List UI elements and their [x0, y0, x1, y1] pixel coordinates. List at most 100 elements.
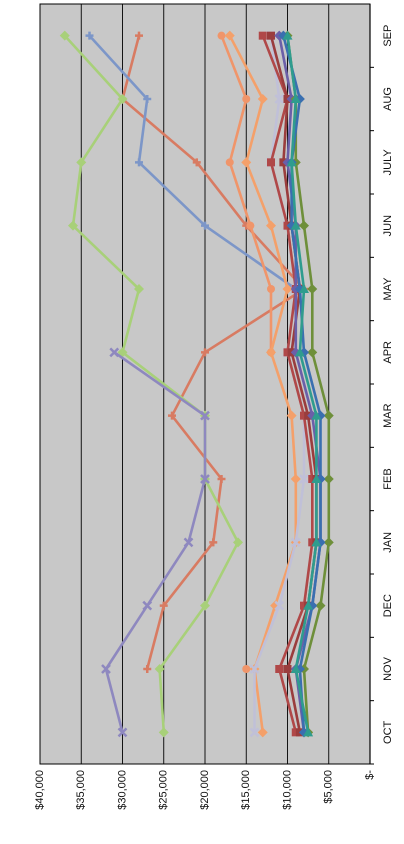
data-point — [266, 347, 276, 358]
series-layer — [59, 30, 334, 738]
data-point — [299, 474, 309, 484]
data-point — [242, 95, 251, 103]
data-point — [290, 220, 301, 230]
data-point — [308, 538, 317, 547]
data-point — [158, 727, 169, 738]
data-point — [290, 94, 301, 103]
data-point — [241, 157, 252, 168]
value-tick-label: $15,000 — [240, 770, 252, 810]
value-axis-tick-labels: $- $5,000 $10,000 $15,000 $20,000 $25,000 $30,… — [34, 770, 376, 810]
data-point — [308, 475, 317, 483]
series-line — [228, 34, 298, 734]
data-point — [258, 31, 267, 40]
data-point — [274, 600, 285, 611]
category-tick-label: SEP — [382, 25, 394, 47]
data-point — [283, 348, 292, 357]
data-point — [275, 665, 284, 673]
data-point — [200, 600, 210, 611]
data-point — [249, 727, 260, 738]
data-point — [267, 285, 275, 293]
data-point — [311, 537, 322, 547]
data-point — [282, 284, 293, 294]
data-point — [117, 727, 128, 738]
data-point — [134, 284, 144, 294]
series-line — [261, 34, 314, 734]
category-tick-label: JUN — [382, 215, 394, 236]
data-point — [249, 664, 260, 674]
data-point — [290, 474, 301, 484]
data-point — [267, 31, 275, 40]
data-point — [303, 600, 314, 610]
data-point — [76, 157, 87, 168]
data-point — [299, 220, 309, 231]
data-point — [307, 347, 318, 358]
data-point — [201, 221, 209, 230]
data-point — [291, 728, 300, 737]
data-point — [274, 94, 285, 104]
data-point — [300, 601, 308, 610]
data-point — [183, 537, 194, 548]
data-point — [323, 474, 334, 484]
data-point — [282, 30, 293, 40]
series-2 — [59, 30, 243, 738]
data-point — [143, 665, 152, 673]
data-point — [246, 221, 255, 230]
category-tick-label: DEC — [382, 594, 394, 617]
data-point — [315, 600, 326, 611]
series-line — [286, 34, 331, 734]
data-point — [300, 411, 308, 420]
data-point — [201, 348, 209, 357]
value-tick-label: $30,000 — [116, 770, 128, 810]
series-3 — [101, 347, 210, 738]
category-tick-label: MAR — [382, 403, 394, 428]
category-tick-label: NOV — [382, 656, 394, 681]
data-point — [311, 410, 322, 420]
data-point — [135, 31, 143, 40]
data-point — [209, 538, 218, 547]
data-point — [303, 727, 314, 737]
category-axis-tick-labels: OCT NOV DEC JAN FEB MAR APR MAY JUN JULY AUG SEP — [370, 25, 394, 765]
category-tick-label: OCT — [382, 720, 394, 744]
data-point — [142, 600, 153, 611]
data-point — [117, 94, 128, 104]
value-tick-label: $- — [364, 770, 376, 780]
data-point — [294, 347, 305, 357]
data-point — [135, 158, 143, 167]
data-point — [307, 284, 318, 294]
data-point — [85, 31, 94, 40]
series-line — [63, 34, 240, 734]
data-point — [101, 664, 111, 674]
data-point — [323, 537, 334, 548]
data-point — [159, 601, 168, 610]
data-point — [68, 220, 78, 231]
data-point — [286, 410, 297, 421]
category-tick-label: AUG — [382, 87, 394, 111]
data-point — [290, 664, 301, 673]
category-tick-label: FEB — [382, 468, 394, 489]
data-point — [257, 727, 268, 738]
series-line — [286, 34, 318, 734]
category-tick-label: MAY — [382, 277, 394, 301]
data-point — [266, 220, 276, 231]
data-point — [192, 158, 201, 167]
series-line — [269, 34, 318, 734]
data-point — [154, 664, 165, 674]
data-point — [233, 537, 243, 548]
value-tick-label: $35,000 — [75, 770, 87, 810]
series-1 — [118, 31, 308, 673]
data-point — [200, 410, 210, 421]
category-tick-label: JAN — [382, 532, 394, 553]
value-tick-label: $25,000 — [158, 770, 170, 810]
value-tick-label: $5,000 — [323, 770, 335, 804]
data-point — [257, 94, 268, 104]
data-point — [242, 665, 251, 673]
data-point — [168, 411, 176, 420]
data-point — [286, 157, 297, 167]
series-line — [220, 34, 273, 354]
data-point — [224, 30, 235, 41]
data-point — [323, 410, 334, 421]
data-point — [217, 31, 226, 40]
category-tick-label: APR — [382, 341, 394, 364]
data-point — [200, 474, 210, 484]
